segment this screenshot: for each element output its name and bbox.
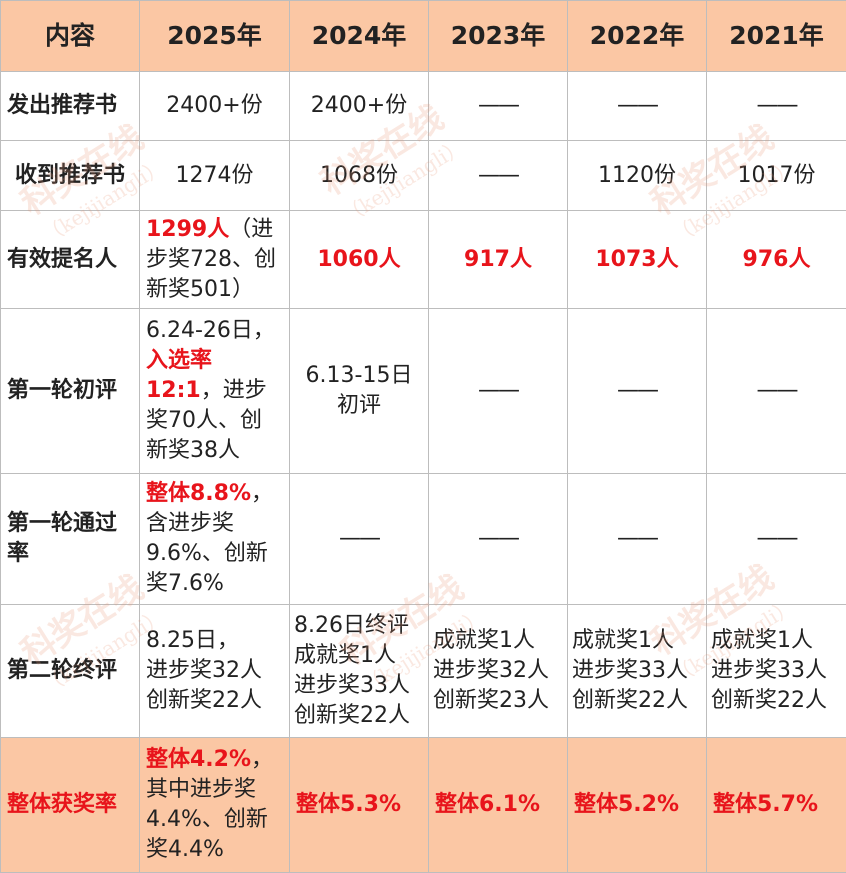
cell-line: 成就奖1人	[711, 626, 840, 656]
cell-line: 创新奖22人	[294, 701, 422, 731]
row-label: 收到推荐书	[1, 141, 140, 211]
table-cell: 1060人	[290, 211, 429, 309]
table-cell: ——	[429, 141, 568, 211]
table-row: 第一轮初评 6.24-26日，入选率12:1，进步奖70人、创新奖38人 6.1…	[1, 309, 846, 474]
table-cell: ——	[568, 474, 707, 605]
table-cell: 1073人	[568, 211, 707, 309]
table-cell: 2400+份	[290, 72, 429, 141]
table-row: 第二轮终评 8.25日， 进步奖32人 创新奖22人 8.26日终评 成就奖1人…	[1, 605, 846, 738]
table-cell: 整体8.8%，含进步奖9.6%、创新奖7.6%	[140, 474, 290, 605]
row-label: 第二轮终评	[1, 605, 140, 738]
cell-line: 创新奖22人	[572, 686, 700, 716]
table-cell: 8.25日， 进步奖32人 创新奖22人	[140, 605, 290, 738]
table-cell: ——	[429, 309, 568, 474]
table-cell: 1299人（进步奖728、创新奖501）	[140, 211, 290, 309]
cell-line: 进步奖33人	[711, 656, 840, 686]
header-2021: 2021年	[707, 1, 846, 72]
table-cell: 整体5.3%	[290, 738, 429, 873]
highlight-text: 整体8.8%	[146, 481, 251, 506]
cell-line: 创新奖22人	[146, 686, 283, 716]
table-cell: 成就奖1人 进步奖32人 创新奖23人	[429, 605, 568, 738]
row-label: 整体获奖率	[1, 738, 140, 873]
table-cell: 整体6.1%	[429, 738, 568, 873]
header-2024: 2024年	[290, 1, 429, 72]
table-cell: 整体5.2%	[568, 738, 707, 873]
cell-line: 进步奖32人	[146, 656, 283, 686]
header-2023: 2023年	[429, 1, 568, 72]
table-row: 有效提名人 1299人（进步奖728、创新奖501） 1060人 917人 10…	[1, 211, 846, 309]
cell-line: 进步奖33人	[294, 671, 422, 701]
table-cell: 1120份	[568, 141, 707, 211]
cell-line: 8.25日，	[146, 626, 283, 656]
cell-line: 8.26日终评	[294, 611, 422, 641]
cell-line: 创新奖23人	[433, 686, 561, 716]
table-cell: ——	[707, 309, 846, 474]
table-cell: 1068份	[290, 141, 429, 211]
row-label: 第一轮通过率	[1, 474, 140, 605]
table-cell: ——	[429, 474, 568, 605]
cell-text: 6.24-26日，	[146, 318, 275, 343]
cell-line: 成就奖1人	[572, 626, 700, 656]
table-cell: ——	[707, 72, 846, 141]
table-cell: ——	[568, 309, 707, 474]
cell-line: 进步奖32人	[433, 656, 561, 686]
highlight-text: 1299人	[146, 217, 229, 242]
table-cell: 整体5.7%	[707, 738, 846, 873]
row-label: 有效提名人	[1, 211, 140, 309]
header-content: 内容	[1, 1, 140, 72]
table-cell: 8.26日终评 成就奖1人 进步奖33人 创新奖22人	[290, 605, 429, 738]
table-cell: 976人	[707, 211, 846, 309]
table-cell: ——	[429, 72, 568, 141]
table-cell: 成就奖1人 进步奖33人 创新奖22人	[707, 605, 846, 738]
table-row: 收到推荐书 1274份 1068份 —— 1120份 1017份	[1, 141, 846, 211]
table-cell: 成就奖1人 进步奖33人 创新奖22人	[568, 605, 707, 738]
table-cell: 917人	[429, 211, 568, 309]
cell-line: 成就奖1人	[433, 626, 561, 656]
header-row: 内容 2025年 2024年 2023年 2022年 2021年	[1, 1, 846, 72]
cell-line: 创新奖22人	[711, 686, 840, 716]
table-cell: 6.13-15日初评	[290, 309, 429, 474]
table-cell: 整体4.2%，其中进步奖4.4%、创新奖4.4%	[140, 738, 290, 873]
table-cell: 6.24-26日，入选率12:1，进步奖70人、创新奖38人	[140, 309, 290, 474]
cell-line: 成就奖1人	[294, 641, 422, 671]
highlight-text: 整体4.2%	[146, 747, 251, 772]
row-label: 发出推荐书	[1, 72, 140, 141]
header-2022: 2022年	[568, 1, 707, 72]
table-cell: ——	[707, 474, 846, 605]
table-row: 发出推荐书 2400+份 2400+份 —— —— ——	[1, 72, 846, 141]
cell-line: 进步奖33人	[572, 656, 700, 686]
header-2025: 2025年	[140, 1, 290, 72]
table-cell: 1017份	[707, 141, 846, 211]
row-label: 第一轮初评	[1, 309, 140, 474]
table-cell: 2400+份	[140, 72, 290, 141]
table-cell: 1274份	[140, 141, 290, 211]
table-cell: ——	[568, 72, 707, 141]
table-row: 第一轮通过率 整体8.8%，含进步奖9.6%、创新奖7.6% —— —— —— …	[1, 474, 846, 605]
table-cell: ——	[290, 474, 429, 605]
table-row: 整体获奖率 整体4.2%，其中进步奖4.4%、创新奖4.4% 整体5.3% 整体…	[1, 738, 846, 873]
